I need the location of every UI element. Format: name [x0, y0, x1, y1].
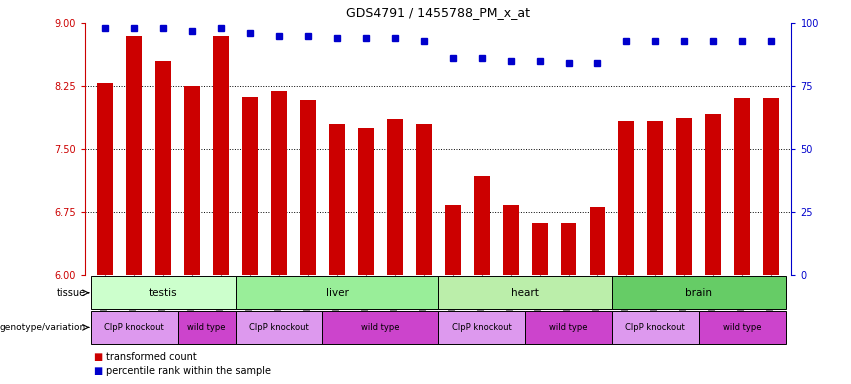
Text: ■: ■: [94, 352, 103, 362]
Bar: [243, 97, 258, 275]
Text: ClpP knockout: ClpP knockout: [452, 323, 511, 332]
Bar: [590, 207, 605, 275]
Bar: [612, 276, 785, 309]
Text: liver: liver: [326, 288, 348, 298]
Bar: [474, 175, 489, 275]
Text: wild type: wild type: [361, 323, 400, 332]
Text: testis: testis: [149, 288, 178, 298]
Bar: [236, 311, 323, 344]
Text: percentile rank within the sample: percentile rank within the sample: [106, 366, 271, 376]
Bar: [677, 118, 692, 275]
Bar: [271, 91, 287, 275]
Bar: [445, 205, 460, 275]
Text: wild type: wild type: [187, 323, 226, 332]
Bar: [619, 121, 634, 275]
Bar: [214, 36, 229, 275]
Bar: [763, 99, 780, 275]
Bar: [532, 223, 547, 275]
Text: heart: heart: [511, 288, 539, 298]
Bar: [438, 311, 525, 344]
Bar: [438, 276, 612, 309]
Text: ClpP knockout: ClpP knockout: [249, 323, 309, 332]
Bar: [503, 205, 518, 275]
Bar: [329, 124, 345, 275]
Text: transformed count: transformed count: [106, 352, 197, 362]
Bar: [612, 311, 699, 344]
Title: GDS4791 / 1455788_PM_x_at: GDS4791 / 1455788_PM_x_at: [346, 6, 530, 19]
Bar: [236, 276, 438, 309]
Bar: [525, 311, 612, 344]
Text: ■: ■: [94, 366, 103, 376]
Bar: [734, 99, 751, 275]
Bar: [648, 121, 663, 275]
Bar: [358, 128, 374, 275]
Bar: [91, 276, 236, 309]
Text: wild type: wild type: [723, 323, 762, 332]
Bar: [416, 124, 431, 275]
Text: ClpP knockout: ClpP knockout: [105, 323, 164, 332]
Bar: [91, 311, 178, 344]
Bar: [155, 61, 171, 275]
Bar: [387, 119, 403, 275]
Text: brain: brain: [685, 288, 712, 298]
Bar: [97, 83, 113, 275]
Text: tissue: tissue: [56, 288, 86, 298]
Text: wild type: wild type: [549, 323, 588, 332]
Text: genotype/variation: genotype/variation: [0, 323, 86, 332]
Bar: [323, 311, 438, 344]
Bar: [178, 311, 236, 344]
Bar: [126, 36, 142, 275]
Bar: [699, 311, 785, 344]
Bar: [300, 100, 316, 275]
Bar: [561, 223, 576, 275]
Bar: [705, 114, 722, 275]
Text: ClpP knockout: ClpP knockout: [625, 323, 685, 332]
Bar: [185, 86, 200, 275]
